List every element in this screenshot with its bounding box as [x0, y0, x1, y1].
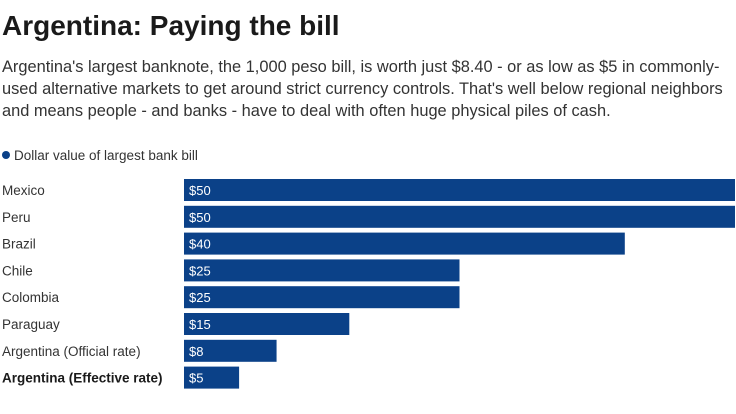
- category-label: Mexico: [2, 183, 45, 198]
- bar: [184, 366, 240, 389]
- category-label: Brazil: [2, 237, 36, 252]
- bar: [184, 232, 625, 255]
- bar-value-label: $15: [189, 317, 211, 332]
- bar-value-label: $25: [189, 263, 211, 278]
- bar-value-label: $25: [189, 290, 211, 305]
- bar: [184, 259, 460, 282]
- category-label: Chile: [2, 263, 33, 278]
- category-label: Colombia: [2, 290, 60, 305]
- bar-value-label: $40: [189, 237, 211, 252]
- category-label: Argentina (Effective rate): [2, 371, 163, 386]
- category-label: Peru: [2, 210, 31, 225]
- bar: [184, 179, 735, 201]
- bar-value-label: $5: [189, 371, 203, 386]
- bar: [184, 205, 735, 228]
- category-label: Paraguay: [2, 317, 60, 332]
- legend: Dollar value of largest bank bill: [2, 146, 198, 164]
- chart-title: Argentina: Paying the bill: [2, 10, 340, 41]
- bar: [184, 313, 350, 335]
- bar-value-label: $8: [189, 344, 203, 359]
- bar: [184, 339, 277, 362]
- category-label: Argentina (Official rate): [2, 344, 141, 359]
- chart-subtitle: Argentina's largest banknote, the 1,000 …: [2, 58, 723, 120]
- legend-swatch: [2, 151, 10, 159]
- bar-value-label: $50: [189, 183, 211, 198]
- bar-value-label: $50: [189, 210, 211, 225]
- bar: [184, 286, 460, 309]
- legend-label: Dollar value of largest bank bill: [14, 147, 198, 163]
- bar-chart: Mexico $50 Peru $50 Brazil $40 Chile $25 Colombi…: [2, 179, 735, 389]
